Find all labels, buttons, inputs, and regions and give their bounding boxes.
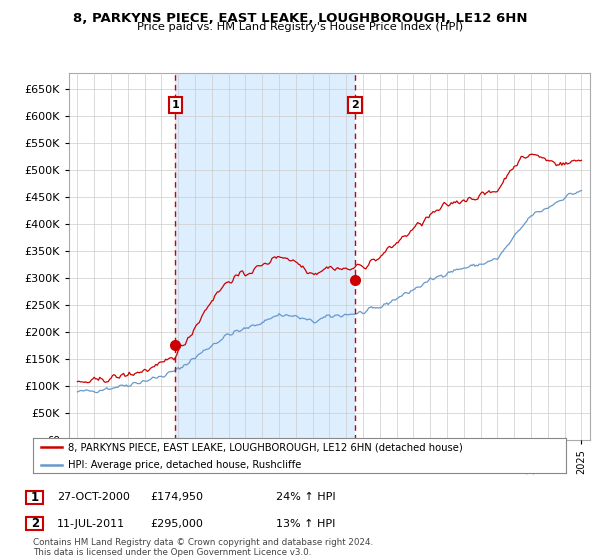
Text: HPI: Average price, detached house, Rushcliffe: HPI: Average price, detached house, Rush… (68, 460, 301, 469)
Text: 27-OCT-2000: 27-OCT-2000 (57, 492, 130, 502)
Text: £295,000: £295,000 (150, 519, 203, 529)
Text: 11-JUL-2011: 11-JUL-2011 (57, 519, 125, 529)
Text: 13% ↑ HPI: 13% ↑ HPI (276, 519, 335, 529)
Text: 8, PARKYNS PIECE, EAST LEAKE, LOUGHBOROUGH, LE12 6HN (detached house): 8, PARKYNS PIECE, EAST LEAKE, LOUGHBOROU… (68, 442, 463, 452)
Text: Contains HM Land Registry data © Crown copyright and database right 2024.
This d: Contains HM Land Registry data © Crown c… (33, 538, 373, 557)
Text: £174,950: £174,950 (150, 492, 203, 502)
Text: 2: 2 (31, 517, 39, 530)
Text: 8, PARKYNS PIECE, EAST LEAKE, LOUGHBOROUGH, LE12 6HN: 8, PARKYNS PIECE, EAST LEAKE, LOUGHBOROU… (73, 12, 527, 25)
Text: 1: 1 (172, 100, 179, 110)
Text: 2: 2 (351, 100, 359, 110)
Bar (175, 73, 355, 440)
Text: 24% ↑ HPI: 24% ↑ HPI (276, 492, 335, 502)
Text: 1: 1 (31, 491, 39, 504)
Text: Price paid vs. HM Land Registry's House Price Index (HPI): Price paid vs. HM Land Registry's House … (137, 22, 463, 32)
